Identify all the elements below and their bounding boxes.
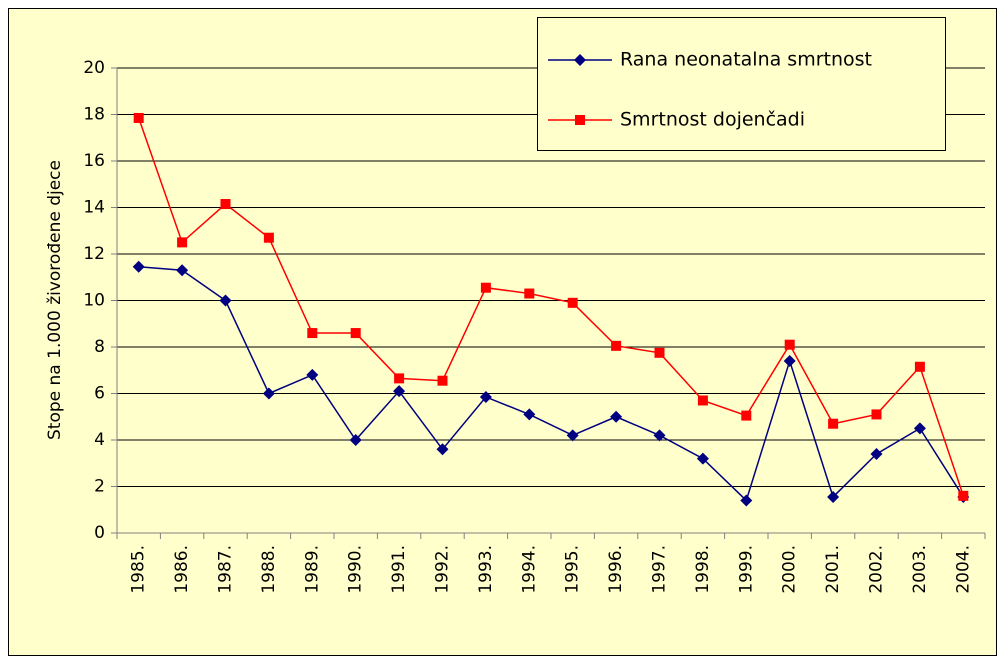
data-point — [523, 408, 536, 421]
data-point — [697, 395, 708, 406]
data-point — [394, 373, 405, 384]
series-line — [137, 117, 965, 497]
x-tick-label: 1991. — [389, 545, 409, 594]
x-tick-label: 2002. — [867, 545, 887, 594]
data-point — [913, 422, 926, 435]
x-tick-label: 1985. — [129, 545, 149, 594]
x-tick-label: 1993. — [476, 545, 496, 594]
data-point — [219, 294, 232, 307]
x-tick-label: 1997. — [650, 545, 670, 594]
data-point — [262, 387, 275, 400]
data-point — [654, 347, 665, 358]
data-point — [828, 418, 839, 429]
data-point — [349, 434, 362, 446]
y-tick-label: 16 — [83, 151, 105, 171]
y-tick-label: 20 — [83, 58, 105, 78]
y-tick-label: 0 — [94, 523, 105, 543]
legend-label: Rana neonatalna smrtnost — [620, 49, 872, 71]
x-tick-label: 1999. — [736, 545, 756, 594]
data-point — [479, 390, 492, 403]
y-tick-label: 18 — [83, 105, 105, 125]
data-point — [480, 282, 491, 293]
x-tick-label: 1986. — [172, 545, 192, 594]
y-tick-label: 14 — [83, 198, 105, 218]
data-point — [871, 409, 882, 420]
data-point — [783, 354, 796, 367]
data-point — [566, 429, 579, 442]
x-tick-label: 2004. — [953, 545, 973, 594]
y-tick-label: 6 — [94, 384, 105, 404]
legend-box — [537, 17, 946, 151]
series-line — [138, 266, 964, 502]
data-point — [740, 494, 753, 507]
data-point — [350, 328, 361, 339]
data-point — [914, 361, 925, 372]
data-point — [306, 368, 319, 381]
data-point — [393, 385, 406, 398]
data-point — [611, 340, 622, 351]
x-tick-label: 2003. — [910, 545, 930, 594]
x-tick-label: 1988. — [259, 545, 279, 594]
data-point — [696, 452, 709, 465]
data-point — [307, 328, 318, 339]
data-point — [436, 443, 449, 456]
x-tick-label: 1994. — [519, 545, 539, 594]
y-axis-label: Stope na 1.000 živorođene djece — [45, 160, 65, 440]
x-tick-label: 1989. — [302, 545, 322, 594]
data-point — [567, 297, 578, 308]
x-tick-label: 2000. — [780, 545, 800, 594]
x-tick-label: 1992. — [433, 545, 453, 594]
data-point — [132, 260, 145, 273]
data-point — [827, 490, 840, 503]
legend-marker — [575, 115, 585, 125]
data-point — [741, 410, 752, 421]
y-tick-label: 10 — [83, 291, 105, 311]
data-point — [958, 490, 969, 501]
x-tick-label: 1990. — [346, 545, 366, 594]
data-point — [870, 447, 883, 460]
y-tick-label: 4 — [94, 430, 105, 450]
data-point — [653, 429, 666, 442]
x-tick-label: 1998. — [693, 545, 713, 594]
data-point — [176, 264, 189, 277]
data-point — [133, 112, 144, 123]
data-point — [177, 237, 188, 248]
x-tick-label: 1996. — [606, 545, 626, 594]
y-tick-label: 8 — [94, 337, 105, 357]
data-point — [784, 339, 795, 350]
data-point — [220, 199, 231, 210]
y-tick-label: 2 — [94, 477, 105, 497]
x-tick-label: 2001. — [823, 545, 843, 594]
data-point — [524, 288, 535, 299]
data-point — [610, 410, 623, 423]
data-point — [437, 375, 448, 386]
x-tick-label: 1995. — [563, 545, 583, 594]
legend-marker — [574, 54, 586, 66]
data-point — [263, 232, 274, 243]
legend-label: Smrtnost dojenčadi — [620, 109, 805, 131]
x-tick-label: 1987. — [216, 545, 236, 594]
y-tick-label: 12 — [83, 244, 105, 264]
